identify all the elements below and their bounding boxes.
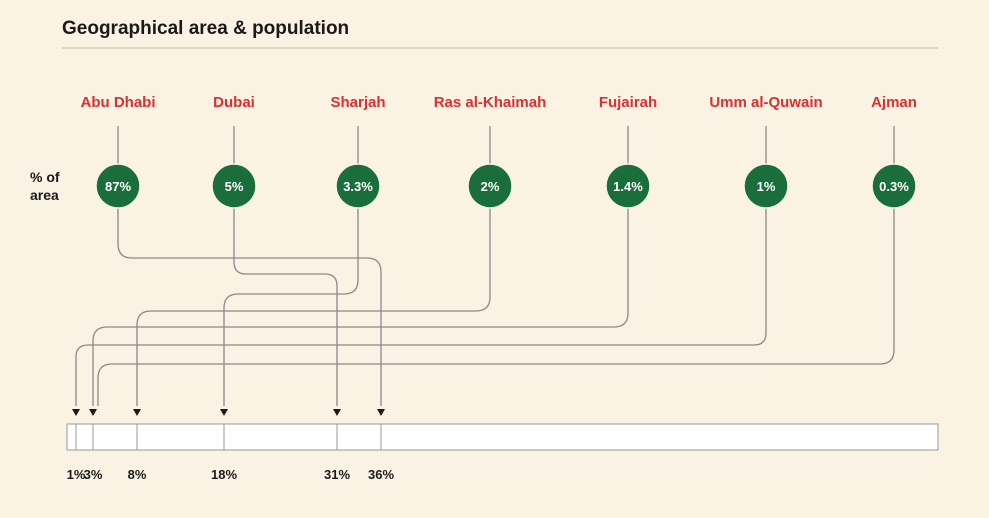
connector-umm-al-quwain — [75, 208, 767, 406]
emirate-label-ras-al-khaimah: Ras al-Khaimah — [434, 94, 547, 111]
area-circle-abu-dhabi — [95, 163, 141, 209]
area-circle-sharjah — [335, 163, 381, 209]
emirate-label-ajman: Ajman — [871, 94, 917, 111]
population-ticks: 1%3% 8% 18% 31% 36% — [67, 409, 394, 482]
emirate-label-fujairah: Fujairah — [599, 94, 657, 111]
area-circle-ajman — [871, 163, 917, 209]
area-circle-ras-al-khaimah — [467, 163, 513, 209]
connector-ras-al-khaimah — [136, 208, 491, 406]
emirate-label-umm-al-quwain: Umm al-Quwain — [709, 94, 822, 111]
arrow-marker-icon — [133, 409, 141, 416]
emirate-label-dubai: Dubai — [213, 94, 255, 111]
emirate-columns: Abu Dhabi 87% Dubai 5% Sharjah 3.3% Ras al-Kha… — [81, 94, 917, 209]
area-value-abu-dhabi: 87% — [105, 179, 131, 194]
area-value-umm-al-quwain: 1% — [757, 179, 776, 194]
arrow-marker-icon — [333, 409, 341, 416]
connector-dubai — [233, 208, 338, 406]
connector-abu-dhabi — [117, 208, 382, 406]
emirate-label-sharjah: Sharjah — [330, 94, 385, 111]
population-tick-1: 1% — [67, 467, 86, 482]
area-value-ras-al-khaimah: 2% — [481, 179, 500, 194]
connector-fujairah — [92, 208, 629, 406]
connector-sharjah — [223, 208, 359, 406]
row-label-line-1: % of — [30, 169, 60, 185]
connector-ajman — [97, 208, 895, 406]
population-bar — [66, 423, 939, 451]
population-tick-3: 3% — [84, 467, 103, 482]
area-circle-dubai — [211, 163, 257, 209]
row-label-line-2: area — [30, 187, 59, 203]
population-tick-18: 18% — [211, 467, 237, 482]
population-tick-31: 31% — [324, 467, 350, 482]
page-title: Geographical area & population — [62, 18, 349, 39]
connector-lines — [75, 126, 895, 406]
arrow-marker-icon — [72, 409, 80, 416]
area-value-dubai: 5% — [225, 179, 244, 194]
arrow-marker-icon — [377, 409, 385, 416]
arrow-marker-icon — [89, 409, 97, 416]
population-tick-36: 36% — [368, 467, 394, 482]
population-tick-8: 8% — [128, 467, 147, 482]
emirate-label-abu-dhabi: Abu Dhabi — [81, 94, 156, 111]
arrow-marker-icon — [220, 409, 228, 416]
area-value-sharjah: 3.3% — [343, 179, 373, 194]
area-value-fujairah: 1.4% — [613, 179, 643, 194]
area-circle-umm-al-quwain — [743, 163, 789, 209]
area-value-ajman: 0.3% — [879, 179, 909, 194]
area-circle-fujairah — [605, 163, 651, 209]
population-bar-frame — [66, 423, 939, 451]
